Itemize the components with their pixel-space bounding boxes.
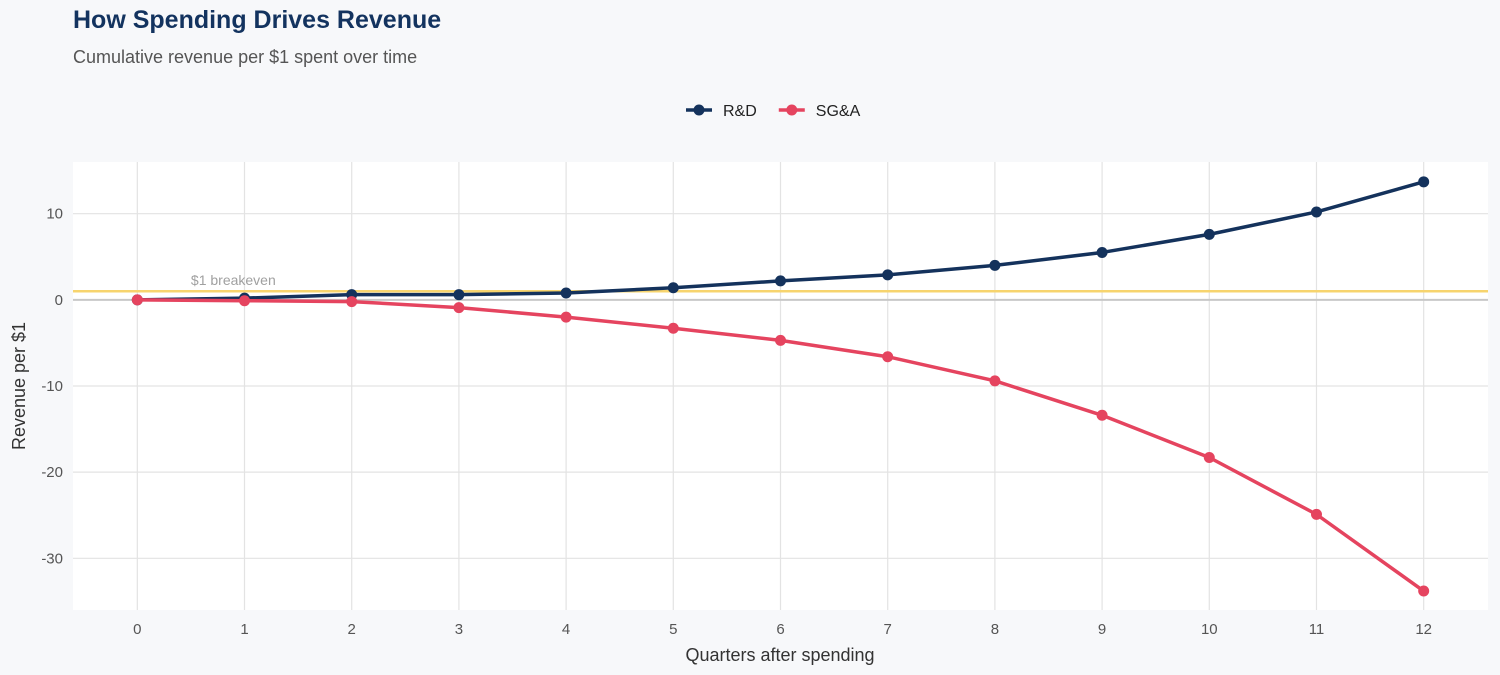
x-tick-label: 4 — [562, 621, 570, 638]
data-point — [775, 275, 786, 287]
data-point — [1418, 176, 1430, 188]
data-point — [239, 295, 251, 307]
legend-label: R&D — [723, 103, 757, 120]
y-tick-label: -30 — [41, 550, 63, 567]
data-point — [560, 311, 572, 323]
data-point — [560, 287, 572, 299]
data-point — [1096, 409, 1108, 421]
x-tick-label: 10 — [1201, 621, 1218, 638]
data-point — [1203, 228, 1215, 240]
x-tick-label: 7 — [884, 621, 892, 638]
data-point — [882, 351, 894, 363]
x-tick-label: 11 — [1309, 621, 1325, 638]
legend-label: SG&A — [816, 103, 861, 120]
data-point — [1096, 246, 1108, 258]
chart-subtitle: Cumulative revenue per $1 spent over tim… — [73, 47, 418, 67]
x-tick-label: 0 — [133, 621, 141, 638]
data-point — [131, 294, 143, 306]
data-point — [1203, 452, 1215, 464]
data-point — [882, 269, 894, 281]
y-axis-label: Revenue per $1 — [9, 322, 29, 450]
legend-key-point — [693, 104, 705, 116]
x-tick-label: 9 — [1098, 621, 1106, 638]
breakeven-label: $1 breakeven — [191, 272, 276, 288]
x-axis-label: Quarters after spending — [685, 645, 874, 665]
y-tick-label: 0 — [55, 292, 63, 309]
x-tick-label: 12 — [1415, 621, 1432, 638]
data-point — [667, 282, 679, 294]
data-point — [775, 334, 786, 346]
data-point — [453, 302, 465, 314]
y-tick-label: 10 — [46, 206, 63, 223]
x-tick-label: 6 — [776, 621, 784, 638]
data-point — [1310, 206, 1322, 218]
data-point — [989, 259, 1001, 271]
legend-key-point — [786, 104, 798, 116]
chart-title: How Spending Drives Revenue — [73, 6, 442, 34]
data-point — [1418, 585, 1430, 597]
y-tick-label: -10 — [41, 378, 63, 395]
x-tick-label: 5 — [669, 621, 677, 638]
x-tick-label: 8 — [991, 621, 999, 638]
data-point — [1310, 508, 1322, 520]
data-point — [989, 375, 1001, 387]
y-tick-label: -20 — [41, 464, 63, 481]
legend: R&D SG&A — [686, 103, 861, 120]
data-point — [346, 296, 358, 308]
x-tick-label: 2 — [348, 621, 356, 638]
data-point — [667, 322, 679, 334]
x-tick-label: 1 — [240, 621, 248, 638]
data-point — [453, 289, 465, 301]
x-tick-label: 3 — [455, 621, 463, 638]
